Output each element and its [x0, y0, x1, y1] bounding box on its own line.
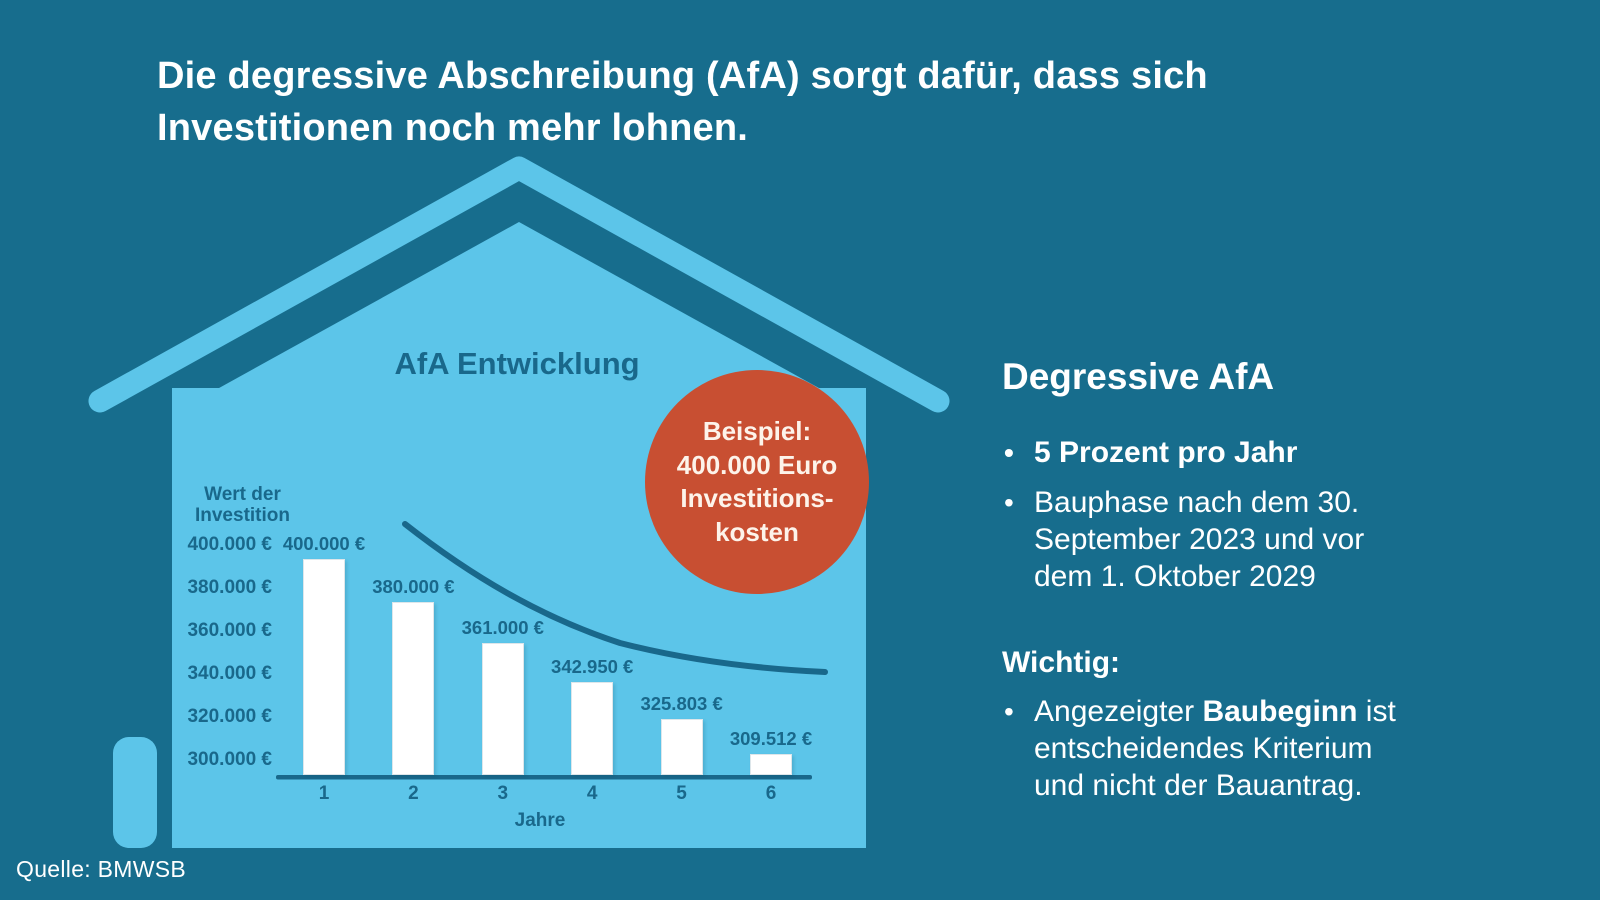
bullet-baubeginn: • Angezeigter Baubeginn ist entscheidend… [1002, 693, 1482, 804]
bullet-baubeginn-line3: und nicht der Bauantrag. [1034, 769, 1363, 802]
bullet-baubeginn-line1: Angezeigter Baubeginn ist [1034, 693, 1482, 730]
panel-heading: Degressive AfA [1002, 356, 1275, 397]
badge-line1: Beispiel: [702, 416, 812, 446]
bullet-bauphase-line1: Bauphase nach dem 30. [1034, 486, 1360, 519]
roof-gable [201, 222, 837, 398]
bullet-dot-icon: • [1004, 487, 1014, 518]
main-title-line1: Die degressive Abschreibung (AfA) sorgt … [157, 55, 1208, 97]
bullet-baubeginn-bold: Baubeginn [1202, 695, 1358, 728]
trend-curve [402, 521, 828, 675]
bullet-bauphase-line2: September 2023 und vor [1034, 523, 1365, 556]
badge-line4: kosten [715, 516, 799, 547]
y-tick-label: 300.000 € [187, 749, 272, 770]
roof-outline [88, 156, 950, 413]
bullet-prozent-text: 5 Prozent pro Jahr [1034, 436, 1298, 469]
bullet-bauphase-line3: dem 1. Oktober 2029 [1034, 560, 1316, 593]
example-badge: Beispiel: 400.000 Euro Investitions- kos… [645, 370, 869, 594]
bullet-baubeginn-text: Angezeigter Baubeginn ist entscheidendes… [1034, 693, 1482, 804]
main-title-line2: Investitionen noch mehr lohnen. [157, 107, 749, 149]
bullet-bauphase-text: Bauphase nach dem 30. September 2023 und… [1034, 484, 1482, 595]
x-axis-line [276, 775, 812, 780]
main-title: Die degressive Abschreibung (AfA) sorgt … [157, 50, 1457, 154]
chart-title: AfA Entwicklung [394, 346, 640, 381]
y-axis-title-line2: Investition [194, 505, 290, 526]
y-axis-title: Wert der Investition [180, 484, 305, 526]
panel-subheading: Wichtig: [1002, 646, 1121, 679]
y-tick-label: 360.000 € [187, 620, 272, 641]
bullet-baubeginn-post: ist [1357, 695, 1396, 728]
y-tick-label: 380.000 € [187, 577, 272, 598]
source-credit: Quelle: BMWSB [16, 856, 187, 882]
bullet-baubeginn-pre: Angezeigter [1034, 695, 1203, 728]
chimney-pillar [113, 737, 157, 848]
bullet-dot-icon: • [1004, 696, 1014, 727]
badge-line2: 400.000 Euro [676, 449, 838, 480]
bullet-baubeginn-line2: entscheidendes Kriterium [1034, 732, 1373, 765]
badge-line3: Investitions- [680, 483, 834, 513]
bullet-prozent: • 5 Prozent pro Jahr [1002, 434, 1482, 471]
y-axis-title-line1: Wert der [204, 484, 281, 505]
y-tick-label: 400.000 € [187, 534, 272, 555]
y-tick-label: 320.000 € [187, 706, 272, 727]
y-tick-label: 340.000 € [187, 663, 272, 684]
bullet-bauphase: • Bauphase nach dem 30. September 2023 u… [1002, 484, 1482, 595]
x-axis-title: Jahre [514, 810, 566, 831]
y-axis-ticks: 400.000 € 380.000 € 360.000 € 340.000 € 320.… [157, 534, 272, 834]
bullet-dot-icon: • [1004, 437, 1014, 468]
